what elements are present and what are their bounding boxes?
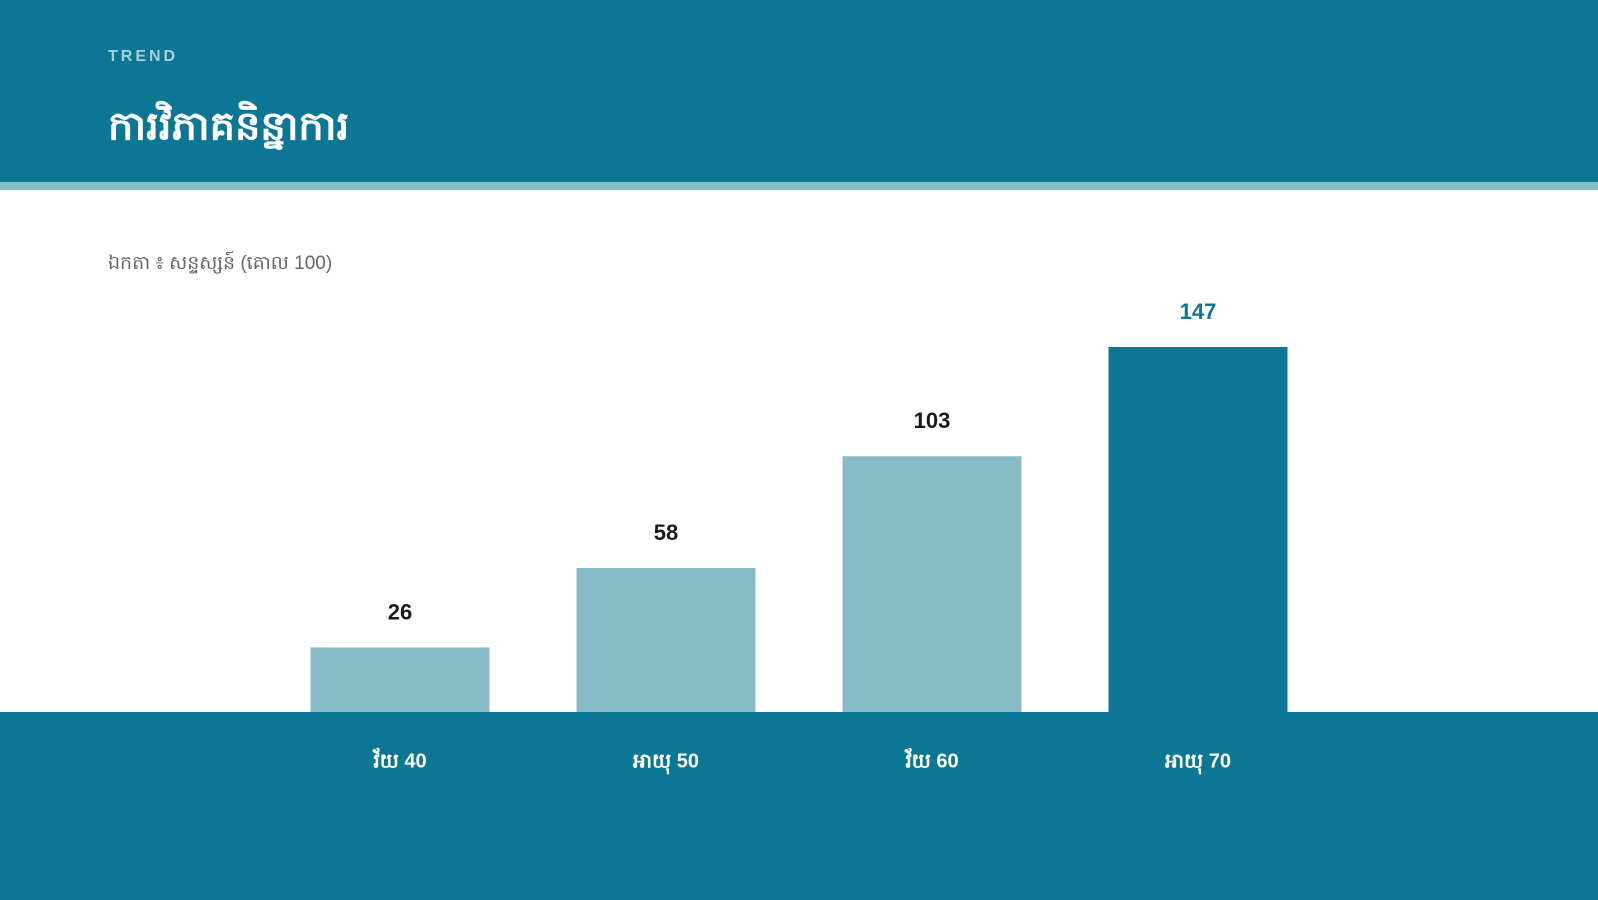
chart-area — [0, 190, 1598, 712]
unit-label: ឯកតា ៖ សន្ទស្សន៍ (គោល 100) — [108, 250, 332, 274]
x-tick-label: វ័យ 60 — [904, 747, 959, 772]
bar — [842, 456, 1022, 712]
value-label: 26 — [388, 599, 412, 624]
eyebrow: TREND — [108, 48, 178, 65]
value-label: 103 — [914, 408, 951, 433]
bar — [1108, 347, 1288, 712]
value-label: 58 — [654, 520, 678, 545]
footer-band — [0, 712, 1598, 900]
x-tick-label: វ័យ 40 — [372, 747, 427, 772]
x-tick-label: អាយុ 70 — [1165, 750, 1231, 774]
bar — [310, 647, 490, 712]
header-band — [0, 0, 1598, 182]
value-label: 147 — [1180, 299, 1217, 324]
bar — [576, 567, 756, 712]
header-stripe — [0, 182, 1598, 190]
x-tick-label: អាយុ 50 — [633, 750, 699, 774]
chart-title: ការវិភាគនិន្នាការ — [108, 101, 349, 151]
